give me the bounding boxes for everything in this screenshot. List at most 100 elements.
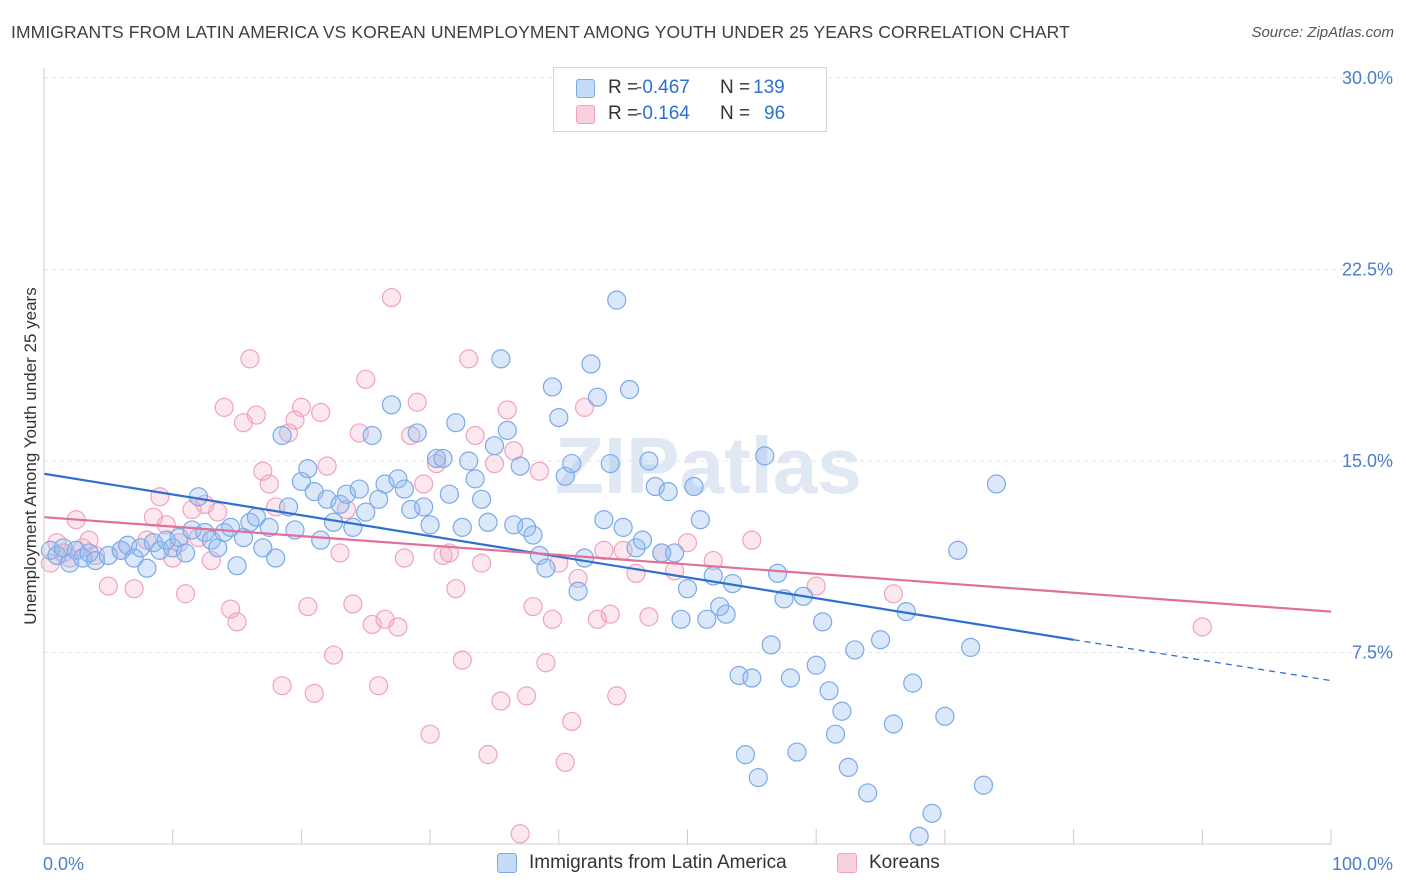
grid-lines bbox=[44, 77, 1392, 653]
data-point bbox=[478, 745, 498, 765]
data-point bbox=[735, 745, 756, 765]
data-point bbox=[266, 548, 286, 568]
data-point bbox=[163, 538, 183, 558]
data-point bbox=[227, 612, 247, 632]
data-point bbox=[523, 525, 543, 545]
legend-n-value: 96 bbox=[764, 103, 786, 124]
data-point bbox=[336, 499, 357, 520]
data-point bbox=[356, 369, 376, 389]
data-point bbox=[594, 540, 614, 560]
data-point bbox=[227, 556, 247, 576]
data-point bbox=[330, 494, 350, 515]
trend-line-extension bbox=[1073, 639, 1332, 682]
data-point bbox=[471, 489, 492, 509]
data-point bbox=[517, 517, 537, 537]
data-point bbox=[298, 596, 318, 617]
legend-r-value: -0.164 bbox=[636, 103, 690, 124]
data-point bbox=[973, 775, 994, 795]
data-point bbox=[806, 576, 826, 596]
data-point bbox=[298, 459, 318, 479]
y-tick-label: 15.0% bbox=[1342, 451, 1393, 471]
data-point bbox=[948, 540, 968, 560]
data-point bbox=[761, 635, 781, 655]
data-point bbox=[420, 724, 440, 744]
data-point bbox=[555, 752, 575, 772]
data-point bbox=[677, 579, 698, 599]
data-point bbox=[394, 479, 414, 499]
data-point bbox=[465, 469, 485, 489]
data-point bbox=[574, 397, 595, 417]
chart-title: IMMIGRANTS FROM LATIN AMERICA VS KOREAN … bbox=[11, 22, 1070, 42]
data-point bbox=[471, 553, 492, 573]
data-point bbox=[137, 558, 157, 578]
data-point bbox=[858, 783, 878, 803]
data-point bbox=[562, 453, 582, 474]
watermark: ZIPatlas bbox=[555, 421, 862, 510]
legend-n-label: N = bbox=[720, 103, 751, 124]
data-point bbox=[632, 530, 653, 550]
x-axis-ticks bbox=[43, 829, 1332, 844]
data-point bbox=[665, 543, 685, 563]
data-point bbox=[420, 515, 440, 535]
data-point bbox=[626, 563, 646, 583]
data-point bbox=[600, 453, 620, 474]
data-point bbox=[356, 502, 376, 522]
data-point bbox=[452, 517, 472, 537]
y-tick-label: 22.5% bbox=[1342, 260, 1393, 280]
data-point bbox=[85, 550, 106, 571]
data-point bbox=[639, 607, 659, 627]
series-legend-item-latin-america: Immigrants from Latin America bbox=[497, 852, 787, 874]
data-point bbox=[690, 510, 710, 530]
data-point bbox=[253, 538, 273, 558]
data-point bbox=[291, 397, 311, 417]
data-point bbox=[311, 530, 331, 550]
data-point bbox=[439, 543, 460, 563]
data-point bbox=[961, 637, 981, 657]
data-point bbox=[523, 596, 543, 617]
data-point bbox=[459, 451, 479, 471]
data-point bbox=[780, 668, 801, 688]
data-point bbox=[529, 461, 550, 481]
y-axis-label: Unemployment Among Youth under 25 years bbox=[21, 287, 40, 624]
data-point bbox=[349, 479, 369, 499]
data-point bbox=[407, 392, 427, 412]
data-point bbox=[542, 377, 562, 397]
data-point bbox=[259, 517, 279, 537]
data-point bbox=[124, 548, 144, 568]
trend-line bbox=[43, 516, 1332, 613]
data-point bbox=[426, 453, 447, 474]
data-point bbox=[510, 456, 530, 476]
data-point bbox=[607, 290, 627, 310]
y-tick-label: 30.0% bbox=[1342, 68, 1393, 88]
legend-row-latin-america: R = -0.467 N = 139 bbox=[576, 76, 785, 100]
data-point bbox=[362, 614, 382, 635]
data-point bbox=[343, 594, 363, 614]
data-point bbox=[568, 581, 588, 601]
data-point bbox=[626, 538, 646, 558]
data-point bbox=[903, 673, 923, 693]
data-point bbox=[716, 604, 736, 624]
data-point bbox=[478, 512, 498, 532]
data-point bbox=[838, 757, 858, 778]
data-point bbox=[986, 474, 1006, 494]
data-point bbox=[343, 517, 363, 537]
data-point bbox=[787, 742, 807, 762]
data-point bbox=[323, 645, 344, 665]
data-point bbox=[369, 676, 389, 696]
data-point bbox=[639, 451, 659, 471]
data-point bbox=[748, 768, 768, 788]
legend-r-label: R = bbox=[608, 103, 639, 124]
data-point bbox=[426, 448, 447, 469]
y-axis-tick-labels: 7.5% 15.0% 22.5% 30.0% bbox=[1342, 68, 1393, 663]
data-point bbox=[381, 395, 402, 415]
data-point bbox=[767, 563, 788, 583]
data-point bbox=[883, 584, 904, 604]
data-point bbox=[742, 668, 762, 688]
data-point bbox=[684, 476, 704, 497]
data-point bbox=[581, 354, 601, 374]
series-legend-item-koreans: Koreans bbox=[837, 852, 940, 874]
data-point bbox=[433, 448, 453, 469]
data-point bbox=[671, 609, 691, 629]
data-point bbox=[414, 474, 434, 494]
